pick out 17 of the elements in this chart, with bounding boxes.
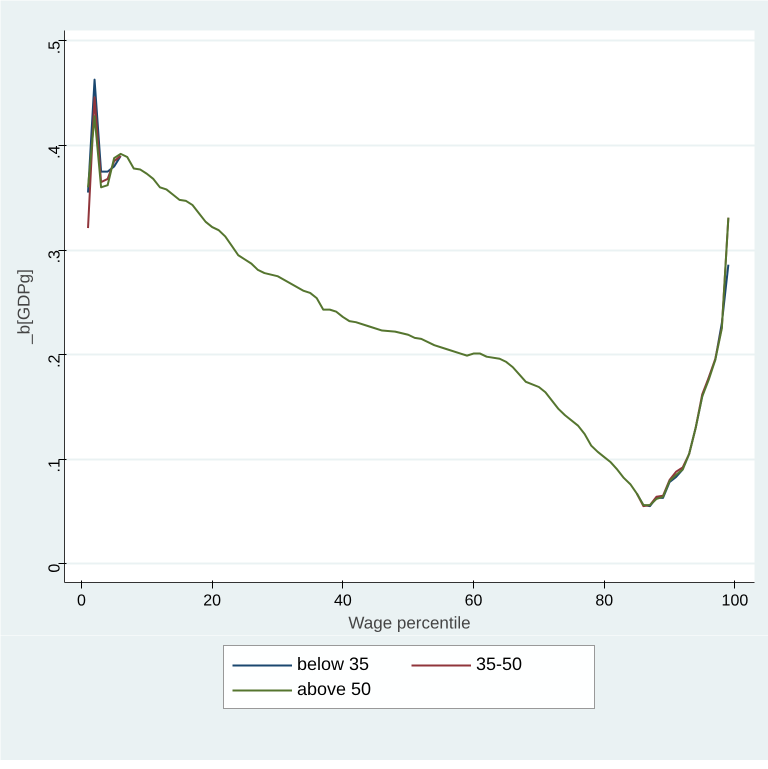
y-tick-label: .1 [46,459,64,472]
x-tick-label: 100 [722,592,748,610]
x-tick-label: 40 [334,592,352,610]
y-tick-label: .2 [46,354,64,368]
legend-label: below 35 [297,654,370,675]
y-tick-label: .3 [46,250,64,264]
x-tick-label: 0 [77,592,86,610]
legend-label: above 50 [297,679,372,700]
legend-label: 35-50 [476,654,524,675]
x-axis-title: Wage percentile [348,614,471,632]
y-tick-label: 0 [46,564,64,573]
x-tick-label: 20 [203,592,222,610]
x-tick-label: 80 [595,592,614,610]
y-tick-label: .4 [46,145,64,159]
y-tick-label: .5 [46,40,64,54]
y-axis-title: _b[GDPg] [14,269,34,345]
x-tick-label: 60 [464,592,483,610]
